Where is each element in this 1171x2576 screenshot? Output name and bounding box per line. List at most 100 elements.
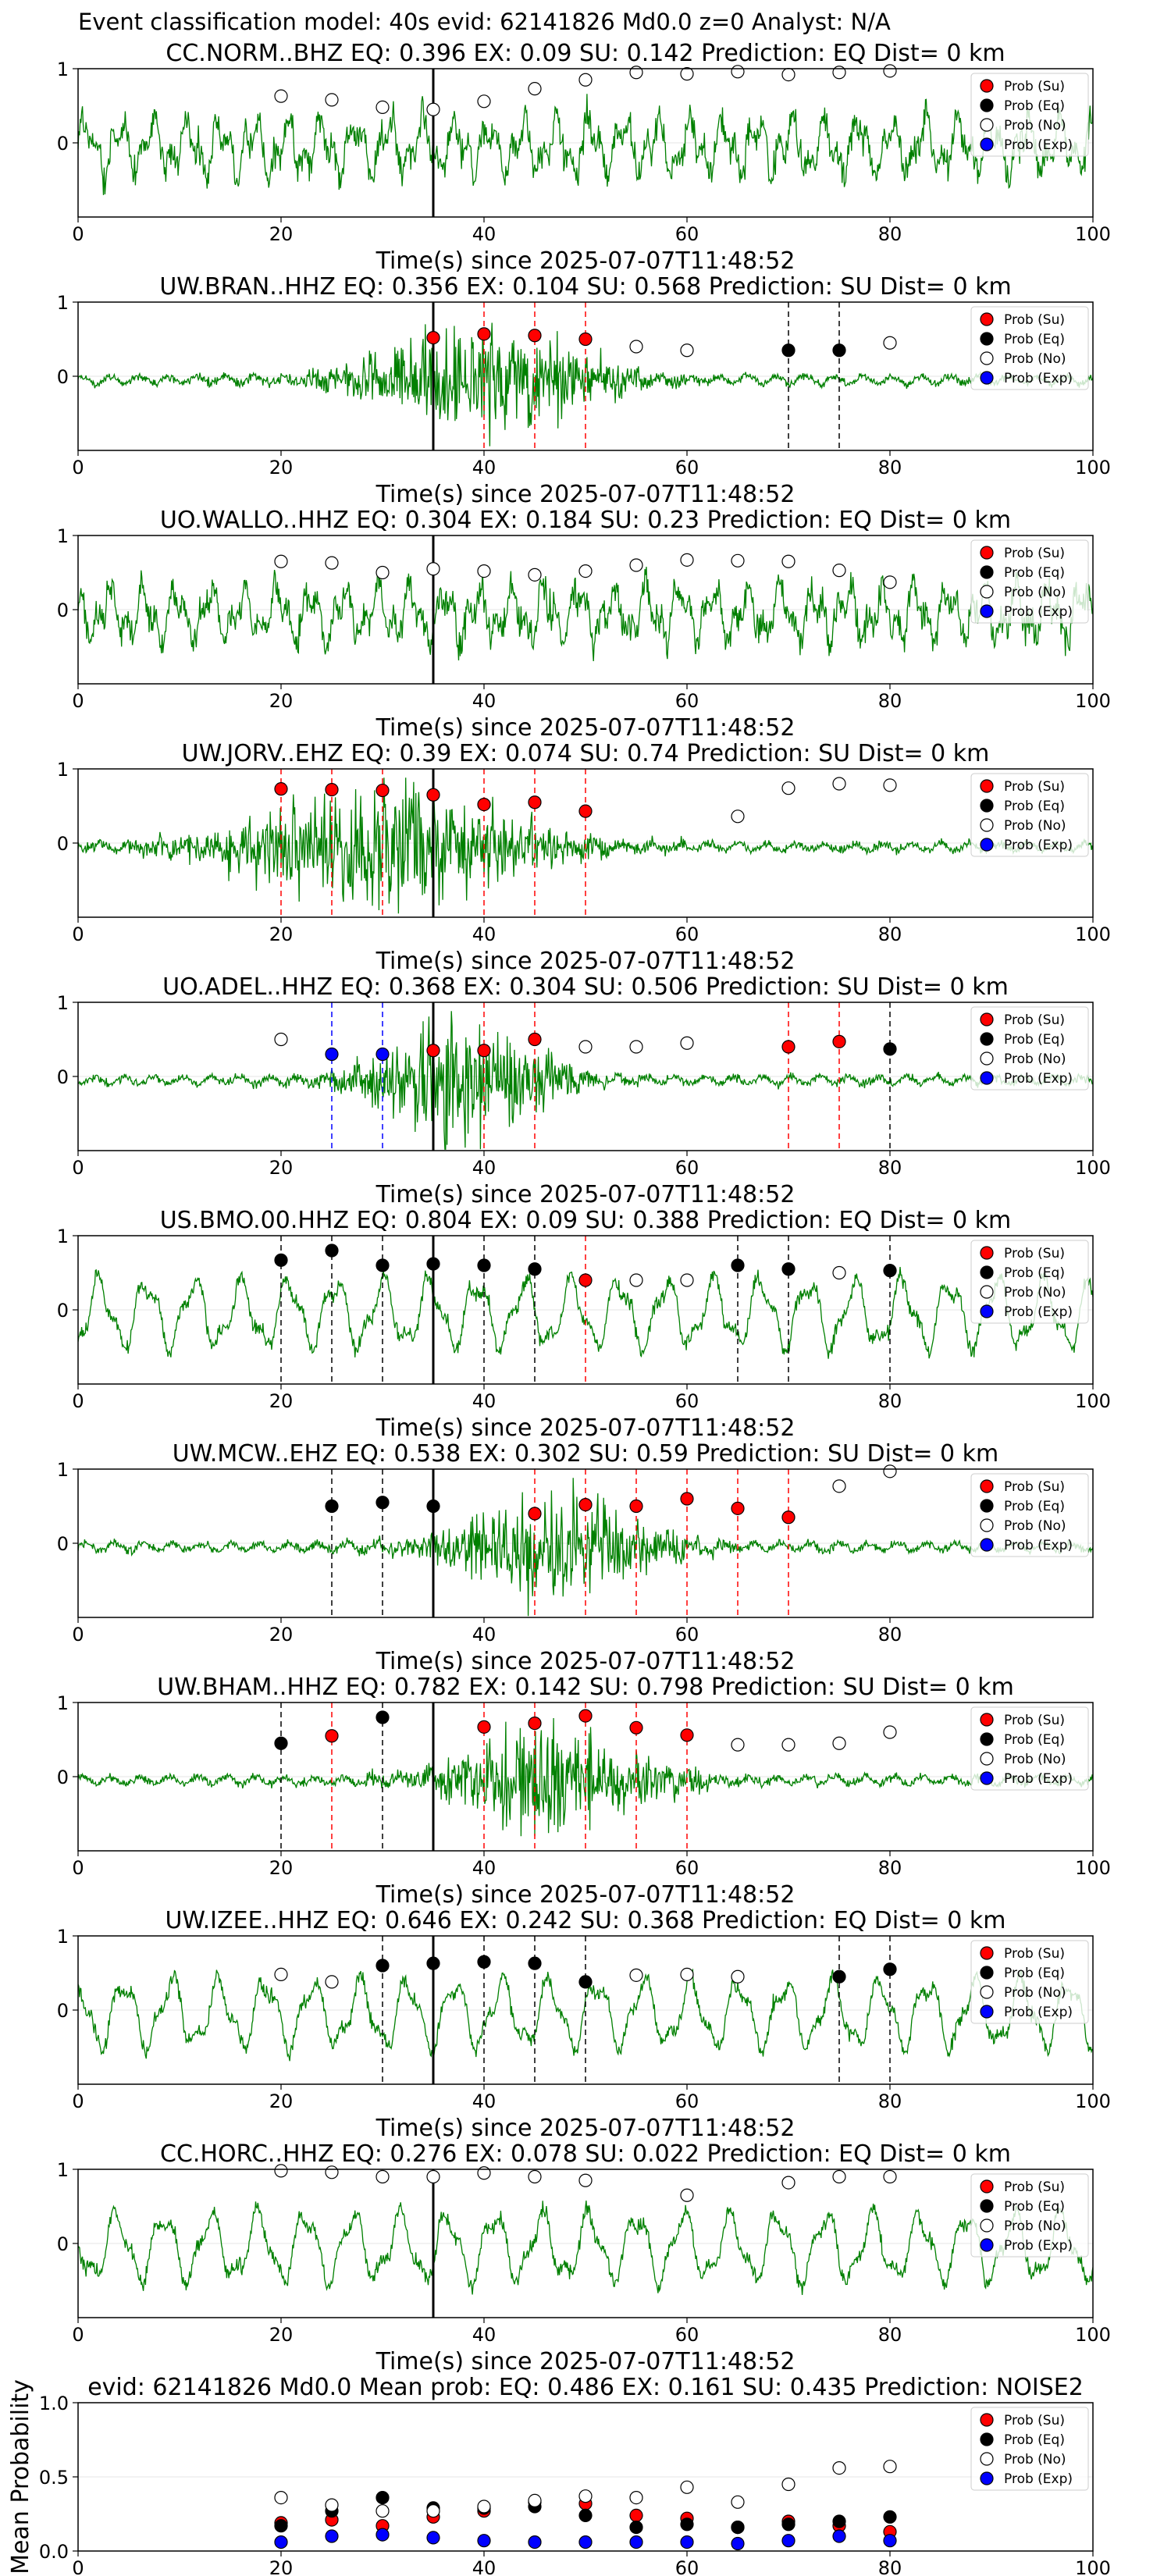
- prob-point-no: [274, 554, 288, 568]
- y-tick-label: 0.5: [39, 2467, 69, 2489]
- figure-suptitle: Event classification model: 40s evid: 62…: [78, 9, 891, 35]
- prob-point-no: [528, 568, 542, 582]
- legend-label: Prob (Su): [1004, 2413, 1065, 2428]
- x-tick-label: 80: [878, 690, 902, 712]
- x-tick-label: 80: [878, 2557, 902, 2576]
- legend-label: Prob (Exp): [1004, 1304, 1073, 1320]
- x-tick-label: 80: [878, 1624, 902, 1646]
- legend-marker-no: [980, 2452, 994, 2466]
- legend-marker-eq: [980, 799, 994, 813]
- legend-marker-su: [980, 1246, 994, 1260]
- prob-point-no: [629, 340, 643, 354]
- x-axis-label: Time(s) since 2025-07-07T11:48:52: [376, 714, 795, 742]
- y-tick-label: 1: [57, 992, 69, 1014]
- mean-prob-point-no: [629, 2491, 643, 2505]
- prob-point-eq: [832, 343, 846, 358]
- x-tick-label: 100: [1075, 690, 1111, 712]
- waveform-trace: [78, 94, 1093, 195]
- x-tick-label: 40: [472, 1857, 497, 1879]
- legend-label: Prob (Eq): [1004, 1499, 1065, 1514]
- legend-label: Prob (No): [1004, 585, 1066, 600]
- mean-prob-point-eq: [578, 2508, 593, 2522]
- legend-box: [970, 1940, 1089, 2024]
- mean-prob-point-no: [781, 2477, 795, 2492]
- x-tick-label: 100: [1075, 1157, 1111, 1179]
- prob-point-no: [528, 2169, 542, 2184]
- x-tick-label: 40: [472, 690, 497, 712]
- prob-point-eq: [477, 1955, 491, 1969]
- x-tick-label: 100: [1075, 457, 1111, 479]
- legend-marker-su: [980, 312, 994, 326]
- panel-title: UW.JORV..EHZ EQ: 0.39 EX: 0.074 SU: 0.74…: [182, 740, 990, 767]
- legend-marker-eq: [980, 565, 994, 579]
- prob-point-no: [477, 2166, 491, 2180]
- legend-label: Prob (No): [1004, 1051, 1066, 1067]
- prob-point-no: [883, 778, 897, 792]
- prob-point-su: [578, 332, 593, 347]
- y-tick-label: 1.0: [39, 2393, 69, 2414]
- chart-panel: UW.BRAN..HHZ EQ: 0.356 EX: 0.104 SU: 0.5…: [57, 273, 1111, 508]
- legend-label: Prob (Eq): [1004, 332, 1065, 347]
- y-tick-label: 0: [57, 1767, 69, 1788]
- mean-prob-point-exp: [274, 2535, 288, 2549]
- y-tick-label: 1: [57, 1226, 69, 1247]
- waveform-trace: [78, 322, 1093, 447]
- legend-marker-no: [980, 1518, 994, 1532]
- x-tick-label: 0: [72, 2090, 84, 2112]
- panel-title: UO.WALLO..HHZ EQ: 0.304 EX: 0.184 SU: 0.…: [160, 507, 1011, 534]
- prob-point-no: [325, 556, 339, 570]
- legend-label: Prob (Eq): [1004, 565, 1065, 581]
- legend-marker-exp: [980, 1771, 994, 1785]
- prob-point-no: [781, 1738, 795, 1752]
- prob-point-no: [883, 336, 897, 350]
- legend-marker-eq: [980, 332, 994, 346]
- x-tick-label: 100: [1075, 223, 1111, 245]
- prob-point-eq: [376, 1496, 390, 1510]
- legend-label: Prob (Exp): [1004, 2005, 1073, 2020]
- prob-point-eq: [426, 1956, 440, 1970]
- legend: Prob (Su) Prob (Eq) Prob (No) Prob (Exp): [970, 773, 1089, 857]
- prob-point-eq: [528, 1262, 542, 1276]
- prob-point-su: [578, 1273, 593, 1287]
- prob-point-su: [680, 1492, 694, 1506]
- x-axis-label: Time(s) since 2025-07-07T11:48:52: [376, 1881, 795, 1909]
- legend-box: [970, 1240, 1089, 1324]
- prob-point-no: [832, 564, 846, 578]
- chart-panel: UW.IZEE..HHZ EQ: 0.646 EX: 0.242 SU: 0.3…: [57, 1907, 1111, 2142]
- prob-point-no: [376, 565, 390, 580]
- prob-point-su: [274, 782, 288, 796]
- x-tick-label: 40: [472, 2090, 497, 2112]
- legend-label: Prob (No): [1004, 2218, 1066, 2234]
- legend-box: [970, 2173, 1089, 2258]
- prob-point-eq: [376, 1258, 390, 1272]
- legend-box: [970, 1006, 1089, 1091]
- legend-label: Prob (No): [1004, 1752, 1066, 1767]
- prob-point-eq: [376, 1959, 390, 1973]
- mean-prob-point-exp: [629, 2535, 643, 2549]
- x-tick-label: 40: [472, 1157, 497, 1179]
- waveform-trace: [78, 1478, 1093, 1617]
- y-tick-label: 0: [57, 600, 69, 621]
- x-tick-label: 60: [675, 1624, 699, 1646]
- x-tick-label: 60: [675, 2324, 699, 2346]
- legend-marker-no: [980, 1752, 994, 1766]
- prob-point-no: [477, 94, 491, 109]
- legend-label: Prob (Su): [1004, 1713, 1065, 1728]
- y-tick-label: 0: [57, 366, 69, 388]
- legend-label: Prob (Exp): [1004, 1538, 1073, 1553]
- legend-label: Prob (No): [1004, 118, 1066, 133]
- x-tick-label: 20: [269, 457, 294, 479]
- x-tick-label: 80: [878, 1857, 902, 1879]
- x-tick-label: 40: [472, 2557, 497, 2576]
- prob-point-no: [274, 1032, 288, 1047]
- legend-label: Prob (No): [1004, 2452, 1066, 2467]
- prob-point-no: [680, 1967, 694, 1981]
- x-tick-label: 0: [72, 1624, 84, 1646]
- legend-marker-su: [980, 1946, 994, 1960]
- legend-marker-su: [980, 1713, 994, 1727]
- panel-title: UW.BHAM..HHZ EQ: 0.782 EX: 0.142 SU: 0.7…: [157, 1674, 1014, 1701]
- y-tick-label: 1: [57, 2159, 69, 2181]
- chart-panel: CC.HORC..HHZ EQ: 0.276 EX: 0.078 SU: 0.0…: [57, 2140, 1111, 2375]
- legend-marker-exp: [980, 371, 994, 385]
- legend-marker-eq: [980, 2199, 994, 2213]
